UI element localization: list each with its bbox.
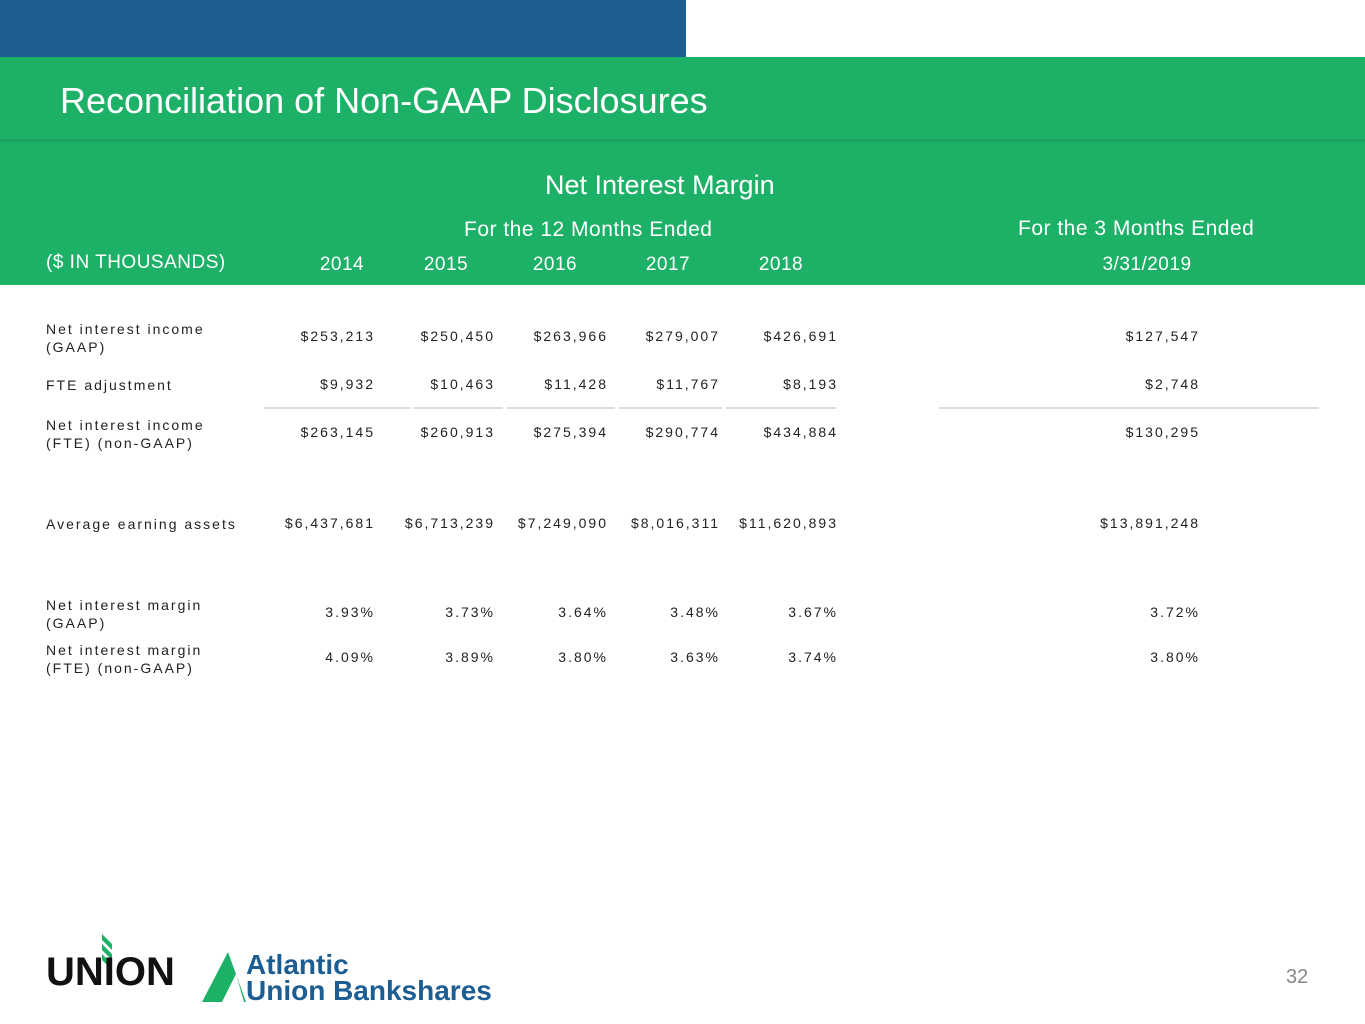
sum-rule [264,407,410,409]
union-logo-mark: UNION [46,934,175,994]
cell-value: 3.72% [1150,604,1200,620]
cell-value: $253,213 [300,328,375,344]
row-label-line: Net interest income [46,417,205,433]
svg-text:Union Bankshares: Union Bankshares [246,975,492,1006]
cell-value: $11,620,893 [739,515,838,531]
svg-text:Atlantic: Atlantic [246,949,349,980]
sum-rule [939,407,1319,409]
row-label-line: (FTE) (non-GAAP) [46,435,194,451]
cell-value: 3.63% [670,649,720,665]
cell-value: $290,774 [645,424,720,440]
column-header: 2015 [423,254,469,275]
company-logo: UNION Atlantic Union Bankshares [46,934,492,1006]
page-number: 32 [1286,966,1309,988]
header-band [0,57,1365,285]
column-header: 2016 [532,254,578,275]
column-header: 3/31/2019 [1102,254,1192,275]
period-12-header: For the 12 Months Ended [464,218,713,241]
row-label-line: Average earning assets [46,516,237,532]
page-title: Reconciliation of Non-GAAP Disclosures [60,80,708,121]
cell-value: 4.09% [325,649,375,665]
cell-value: 3.80% [558,649,608,665]
cell-value: 3.89% [445,649,495,665]
row-label-line: Net interest margin [46,642,203,658]
sum-rule [619,407,722,409]
table-subtitle: Net Interest Margin [545,170,775,200]
period-3-header: For the 3 Months Ended [1018,217,1255,240]
row-label-line: Net interest margin [46,597,203,613]
cell-value: $2,748 [1145,376,1200,392]
row-label: Net interest margin (FTE) (non-GAAP) [46,641,202,677]
row-label: Net interest margin (GAAP) [46,596,202,632]
units-label: ($ IN THOUSANDS) [46,252,226,273]
cell-value: 3.93% [325,604,375,620]
cell-value: $11,428 [544,376,608,392]
cell-value: 3.80% [1150,649,1200,665]
row-label: Net interest income (FTE) (non-GAAP) [46,416,205,452]
cell-value: $11,767 [656,376,720,392]
column-header: 2018 [758,254,804,275]
svg-text:UNION: UNION [46,950,175,994]
row-label: Net interest income (GAAP) [46,320,205,356]
sum-rule [413,407,503,409]
cell-value: $6,713,239 [404,515,495,531]
row-label-line: (GAAP) [46,615,107,631]
cell-value: 3.74% [788,649,838,665]
top-bar [0,0,686,57]
cell-value: 3.67% [788,604,838,620]
cell-value: $8,193 [783,376,838,392]
cell-value: $9,932 [320,376,375,392]
sum-rule [507,407,615,409]
cell-value: $7,249,090 [517,515,608,531]
row-label-line: FTE adjustment [46,377,173,393]
cell-value: $127,547 [1125,328,1200,344]
cell-value: $10,463 [430,376,495,392]
row-label: Average earning assets [46,515,237,533]
column-header: 2014 [319,254,365,275]
cell-value: $434,884 [763,424,838,440]
cell-value: $279,007 [645,328,720,344]
divider [0,139,1365,142]
row-label-line: Net interest income [46,321,205,337]
row-label-line: (GAAP) [46,339,107,355]
cell-value: $263,145 [300,424,375,440]
cell-value: $13,891,248 [1100,515,1200,531]
cell-value: $6,437,681 [284,515,375,531]
cell-value: 3.64% [558,604,608,620]
cell-value: $426,691 [763,328,838,344]
column-header: 2017 [645,254,691,275]
cell-value: $8,016,311 [630,515,720,531]
cell-value: $250,450 [420,328,495,344]
cell-value: 3.48% [670,604,720,620]
cell-value: $130,295 [1125,424,1200,440]
cell-value: 3.73% [445,604,495,620]
row-label: FTE adjustment [46,376,173,394]
cell-value: $275,394 [533,424,608,440]
row-label-line: (FTE) (non-GAAP) [46,660,194,676]
sum-rule [726,407,836,409]
cell-value: $263,966 [533,328,608,344]
cell-value: $260,913 [420,424,495,440]
